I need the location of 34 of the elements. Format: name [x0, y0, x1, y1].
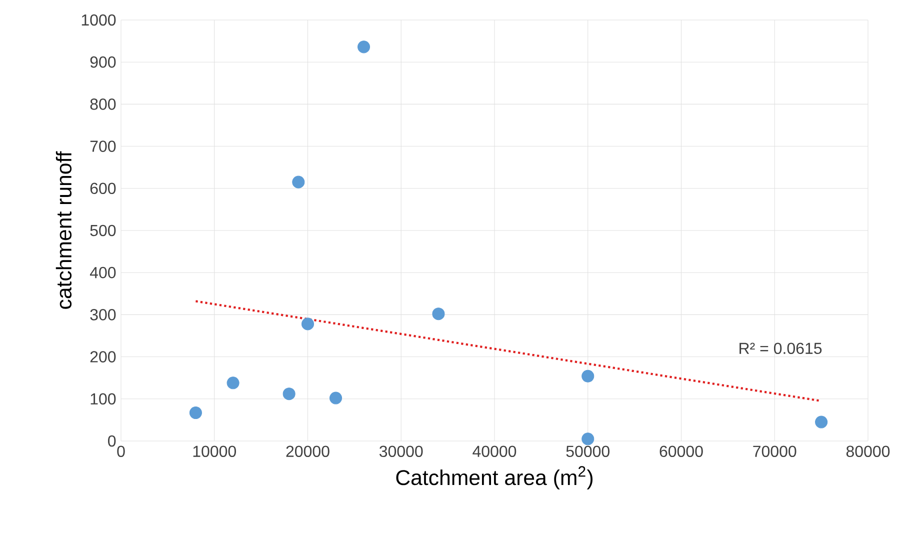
point — [226, 376, 240, 390]
y-tick-label: 400 — [90, 266, 116, 278]
y-tick-label: 200 — [90, 351, 116, 362]
x-tick-label: 30000 — [379, 446, 423, 458]
x-tick-label: 20000 — [286, 446, 330, 458]
y-tick-label: 700 — [90, 140, 116, 152]
y-tick-label: 0 — [108, 435, 116, 447]
point — [582, 370, 594, 382]
point — [301, 318, 314, 330]
point — [329, 392, 342, 404]
x-tick-label: 10000 — [193, 446, 236, 458]
point — [358, 40, 370, 54]
x-tick-label: 80000 — [846, 446, 890, 458]
y-tick-label: 500 — [90, 224, 116, 236]
x-tick-label: 0 — [117, 446, 125, 458]
y-tick-label: 800 — [90, 98, 116, 110]
x-tick-label: 60000 — [660, 446, 703, 458]
y-tick-label: 300 — [90, 309, 116, 320]
y-tick-label: 100 — [90, 393, 116, 405]
point — [292, 176, 305, 188]
x-axis-title: Catchment area (m$^{2}$) — [396, 466, 592, 490]
point — [189, 406, 202, 420]
y-tick-label: 1000 — [82, 14, 116, 26]
annotation: R² = 0.0615 — [740, 342, 822, 354]
point — [582, 432, 594, 446]
point — [815, 416, 828, 428]
point — [282, 388, 296, 400]
x-tick-label: 40000 — [472, 446, 516, 458]
y-tick-label: 900 — [90, 56, 116, 68]
x-tick-label: 50000 — [566, 446, 610, 458]
x-tick-label: 70000 — [753, 446, 796, 458]
y-axis-title: catchment runoff — [56, 151, 72, 309]
y-tick-label: 600 — [90, 182, 116, 194]
point — [432, 308, 445, 320]
